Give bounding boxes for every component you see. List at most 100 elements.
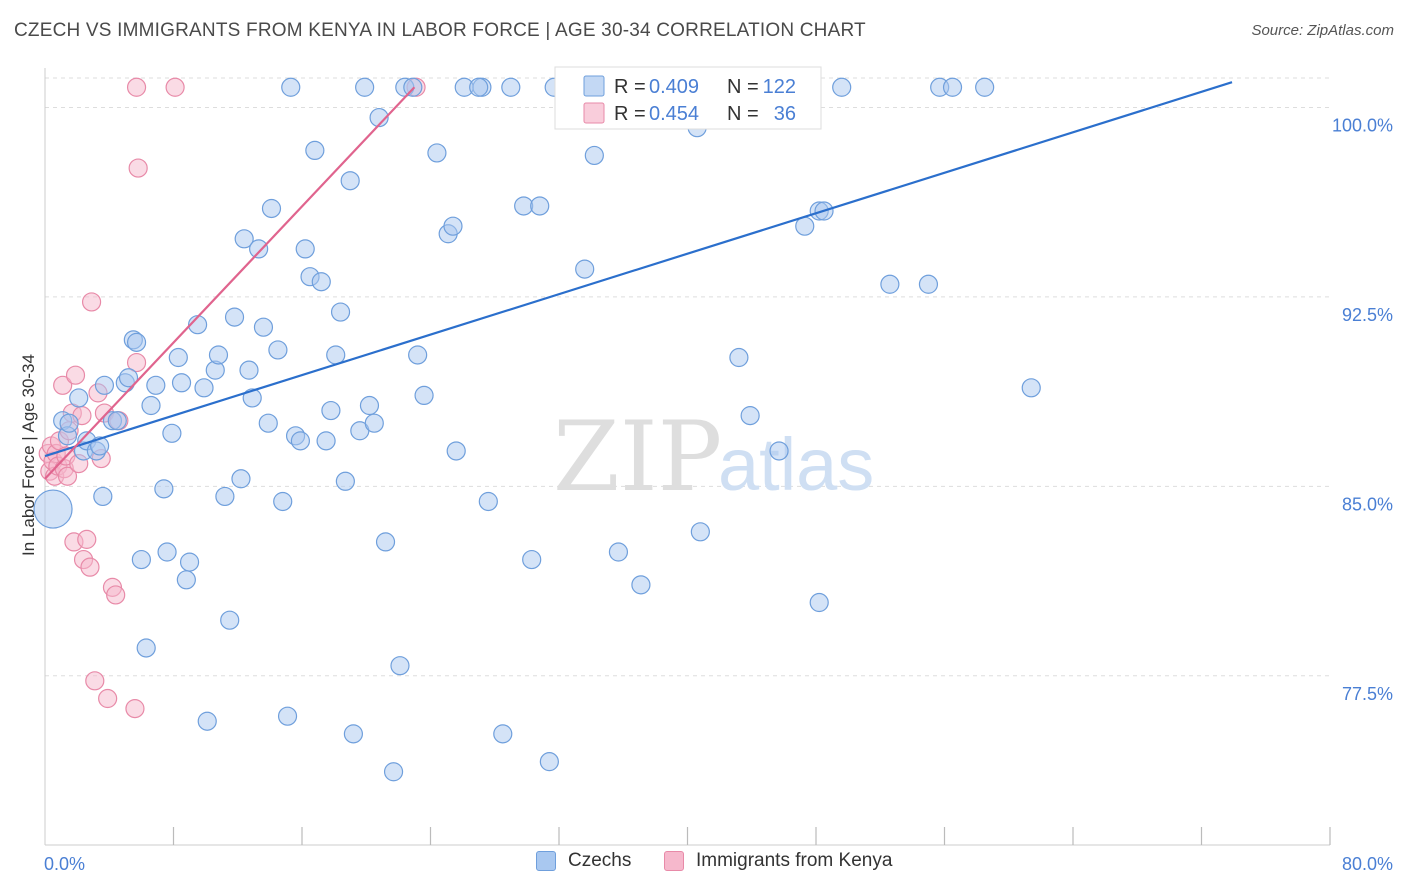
kenya-point-8 bbox=[53, 375, 73, 395]
czech-point-64 bbox=[364, 413, 384, 433]
czech-trendline bbox=[44, 81, 1233, 458]
czech-point-25 bbox=[171, 373, 192, 393]
czech-point-37 bbox=[234, 229, 254, 249]
czech-point-20 bbox=[146, 375, 166, 395]
czech-point-46 bbox=[277, 706, 298, 726]
legend-swatch-1 bbox=[583, 102, 605, 124]
czech-point-99 bbox=[729, 347, 749, 368]
czech-point-41 bbox=[253, 317, 274, 337]
czech-point-91 bbox=[608, 542, 629, 562]
czech-point-58 bbox=[335, 471, 355, 491]
czech-point-23 bbox=[162, 423, 182, 443]
legend-r-value-0: 0.409 bbox=[649, 76, 699, 98]
czech-point-88 bbox=[575, 259, 595, 279]
czech-point-19 bbox=[141, 395, 161, 416]
czech-point-108 bbox=[880, 274, 900, 294]
czech-point-0 bbox=[33, 489, 73, 529]
czech-point-71 bbox=[408, 345, 428, 365]
czech-point-47 bbox=[281, 77, 301, 97]
czech-point-32 bbox=[208, 345, 229, 365]
czech-point-30 bbox=[197, 711, 217, 731]
czech-point-54 bbox=[316, 431, 336, 451]
kenya-point-15 bbox=[65, 365, 86, 385]
czech-point-24 bbox=[168, 347, 188, 368]
czech-point-111 bbox=[942, 77, 963, 97]
czech-point-110 bbox=[918, 274, 939, 294]
czech-point-10 bbox=[94, 375, 115, 395]
czech-point-49 bbox=[290, 431, 310, 451]
kenya-point-33 bbox=[126, 77, 147, 97]
y-tick-label-0: 77.5% bbox=[1342, 684, 1393, 704]
legend-item-czechs[interactable]: Czechs bbox=[536, 850, 631, 872]
czech-point-56 bbox=[326, 345, 346, 365]
czech-point-70 bbox=[403, 77, 423, 97]
x-tick-label-1: 80.0% bbox=[1342, 854, 1393, 874]
y-tick-label-3: 100.0% bbox=[1332, 115, 1393, 135]
czech-point-9 bbox=[93, 486, 113, 507]
czech-point-40 bbox=[249, 239, 269, 259]
legend-item-kenya[interactable]: Immigrants from Kenya bbox=[664, 850, 892, 872]
y-axis-title: In Labor Force | Age 30-34 bbox=[19, 354, 38, 556]
czech-point-75 bbox=[446, 441, 466, 461]
czech-point-112 bbox=[975, 77, 995, 97]
x-tick-label-0: 0.0% bbox=[44, 854, 85, 874]
kenya-point-21 bbox=[81, 292, 102, 312]
legend-label-czechs: Czechs bbox=[568, 850, 632, 871]
kenya-point-34 bbox=[165, 77, 185, 97]
czech-point-29 bbox=[194, 378, 214, 398]
legend-n-value-0: 122 bbox=[763, 76, 796, 98]
kenya-point-22 bbox=[85, 671, 105, 691]
source-credit: Source: ZipAtlas.com bbox=[1251, 22, 1394, 39]
czech-point-18 bbox=[136, 638, 156, 658]
bottom-legend: Czechs Immigrants from Kenya bbox=[0, 850, 1406, 880]
legend-n-value-1: 36 bbox=[774, 103, 796, 125]
czech-point-38 bbox=[239, 360, 259, 380]
legend-swatch-0 bbox=[583, 75, 605, 97]
czech-point-55 bbox=[321, 400, 341, 421]
czech-point-33 bbox=[215, 486, 235, 507]
czech-point-84 bbox=[522, 549, 542, 570]
czech-point-45 bbox=[273, 491, 293, 512]
czech-point-52 bbox=[305, 140, 325, 161]
kenya-point-20 bbox=[80, 557, 100, 577]
czechs-swatch bbox=[536, 851, 556, 871]
legend-r-value-1: 0.454 bbox=[649, 103, 699, 125]
czech-point-85 bbox=[530, 196, 550, 216]
czech-point-67 bbox=[383, 762, 404, 782]
stats-legend: R = 0.409 N = 122 R = 0.454 N = 36 bbox=[554, 66, 822, 130]
czech-point-80 bbox=[469, 77, 489, 97]
czech-point-53 bbox=[311, 272, 331, 292]
kenya-point-31 bbox=[128, 158, 148, 178]
kenya-point-32 bbox=[126, 352, 147, 373]
czech-point-72 bbox=[414, 385, 434, 406]
kenya-point-11 bbox=[57, 466, 78, 486]
czech-point-42 bbox=[258, 413, 278, 433]
czech-point-17 bbox=[131, 549, 151, 570]
czech-point-66 bbox=[375, 532, 396, 552]
czech-point-107 bbox=[809, 592, 829, 613]
czech-point-4 bbox=[69, 388, 89, 408]
czech-point-68 bbox=[390, 656, 410, 676]
grid-lines bbox=[45, 77, 1330, 677]
czech-point-81 bbox=[493, 724, 513, 744]
kenya-point-19 bbox=[77, 529, 97, 549]
czech-point-26 bbox=[176, 570, 196, 590]
kenya-point-26 bbox=[98, 688, 118, 709]
kenya-swatch bbox=[664, 851, 684, 871]
y-axis-label: In Labor Force | Age 30-34 bbox=[19, 354, 38, 556]
czech-point-97 bbox=[690, 522, 710, 542]
kenya-point-28 bbox=[106, 585, 126, 605]
trendlines bbox=[44, 81, 1233, 480]
czech-point-73 bbox=[427, 143, 447, 163]
legend-n-label-1: N = bbox=[727, 103, 759, 125]
czech-point-82 bbox=[501, 77, 521, 97]
czech-point-36 bbox=[231, 469, 251, 489]
czech-point-60 bbox=[343, 724, 363, 744]
kenya-trendline bbox=[44, 86, 416, 480]
legend-n-label-0: N = bbox=[727, 76, 759, 98]
czech-point-113 bbox=[1021, 378, 1041, 398]
czech-point-86 bbox=[539, 752, 559, 772]
czech-point-16 bbox=[126, 332, 147, 352]
